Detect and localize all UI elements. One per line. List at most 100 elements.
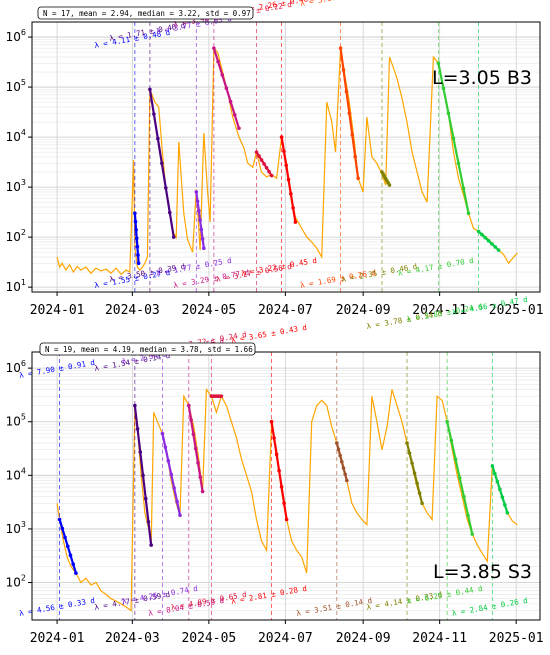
fit-point <box>57 517 62 522</box>
fit-point <box>171 235 176 239</box>
decay-label-bottom: λ = 6.25 ± 0.44 d <box>406 584 483 606</box>
fit-point <box>493 471 497 476</box>
y-tick-label: 103 <box>6 520 26 536</box>
fit-point <box>191 432 196 437</box>
fit-point <box>282 501 286 506</box>
fit-point <box>420 501 424 506</box>
fit-point <box>457 476 462 480</box>
fit-point <box>466 513 470 518</box>
fit-point <box>269 173 274 178</box>
fit-point <box>219 394 224 398</box>
fit-point <box>282 149 286 154</box>
fit-point <box>172 486 176 490</box>
fit-point <box>341 68 346 72</box>
fit-point <box>254 150 259 154</box>
fit-point <box>71 562 75 566</box>
fit-point <box>232 113 237 117</box>
fit-point <box>167 210 172 215</box>
stats-box-frame <box>39 342 256 356</box>
fit-point <box>486 238 491 243</box>
series-line <box>56 46 518 276</box>
top-chart-panel: 101 102 103 104 105 106 2024-01 2024-03 2024-05 2… <box>6 0 544 318</box>
fit-point <box>495 479 500 484</box>
fit-point <box>269 419 274 424</box>
fit-point <box>476 229 481 234</box>
fit-point <box>335 441 339 445</box>
plot-frame <box>31 351 541 621</box>
fit-point <box>202 246 206 251</box>
fit-point <box>341 466 346 470</box>
x-tick-label: 2025-01 <box>489 303 544 318</box>
stats-box-text: N = 19, mean = 4.19, median = 3.78, std … <box>45 345 253 354</box>
y-tick-label: 102 <box>6 228 26 244</box>
fit-point <box>163 445 168 450</box>
fit-point <box>279 485 284 489</box>
fit-point <box>193 446 198 451</box>
x-tick-label: 2024-11 <box>412 303 467 318</box>
decay-label-bottom: λ = 2.84 ± 0.26 d <box>451 596 528 618</box>
fit-point <box>483 235 488 240</box>
fit-point <box>344 89 349 94</box>
fit-point <box>412 471 417 476</box>
fit-point <box>156 136 160 141</box>
fit-point <box>194 190 199 194</box>
bottom-chart-panel: 102 103 104 105 106 2024-01 2024-03 2024-05 2024… <box>6 295 544 646</box>
fit-point <box>148 87 152 92</box>
fit-point <box>291 206 295 210</box>
x-tick-label: 2024-05 <box>181 631 236 646</box>
fit-point <box>197 208 201 213</box>
fit-point <box>353 154 357 159</box>
fit-point <box>178 513 182 518</box>
y-tick-label: 106 <box>6 28 26 44</box>
fit-point <box>274 452 279 457</box>
y-tick-label: 104 <box>6 128 26 144</box>
x-tick-label: 2025-01 <box>489 631 544 646</box>
fit-point <box>134 236 139 241</box>
fit-point <box>196 461 200 465</box>
fit-point <box>267 169 271 174</box>
x-tick-label: 2024-09 <box>336 303 391 318</box>
fit-point <box>451 136 456 141</box>
fit-point <box>338 46 343 50</box>
fit-point <box>277 468 281 473</box>
fit-point <box>336 447 341 452</box>
fit-point <box>356 176 360 181</box>
fit-point <box>212 46 216 50</box>
fit-point <box>496 248 501 252</box>
fit-point <box>63 535 67 540</box>
fit-point <box>445 419 449 424</box>
corner-label: L=3.85 S3 <box>433 561 532 583</box>
fit-point <box>462 494 466 499</box>
fit-point <box>186 403 191 408</box>
fit-point <box>456 161 461 166</box>
fit-point <box>350 133 355 137</box>
fit-point <box>343 472 347 477</box>
fit-point <box>138 450 143 454</box>
fit-point <box>195 199 200 204</box>
fit-point <box>135 427 140 431</box>
fit-point <box>143 496 148 501</box>
x-tick-label: 2024-07 <box>258 631 313 646</box>
fit-point <box>338 453 342 458</box>
decay-label-bottom: λ = 2.81 ± 0.28 d <box>230 584 307 606</box>
fit-point <box>259 158 264 162</box>
y-tick-label: 105 <box>6 413 26 429</box>
fit-point <box>198 218 202 222</box>
y-tick-label: 103 <box>6 178 26 194</box>
fit-point <box>68 553 73 558</box>
fit-point <box>264 165 269 170</box>
fit-point <box>257 154 261 158</box>
fit-point <box>407 451 412 455</box>
decay-label-top: λ = 3.17 ± 0.29 d <box>299 0 376 8</box>
fit-point <box>135 244 140 249</box>
x-tick-label: 2024-07 <box>258 303 313 318</box>
fit-point <box>149 543 153 547</box>
y-tick-label: 101 <box>6 278 26 294</box>
fit-point <box>500 495 505 499</box>
fit-point <box>293 220 298 224</box>
fit-point <box>490 464 495 468</box>
fit-point <box>175 499 179 504</box>
stats-box-text: N = 17, mean = 2.94, median = 3.22, std … <box>43 9 251 18</box>
fit-point <box>480 232 484 237</box>
